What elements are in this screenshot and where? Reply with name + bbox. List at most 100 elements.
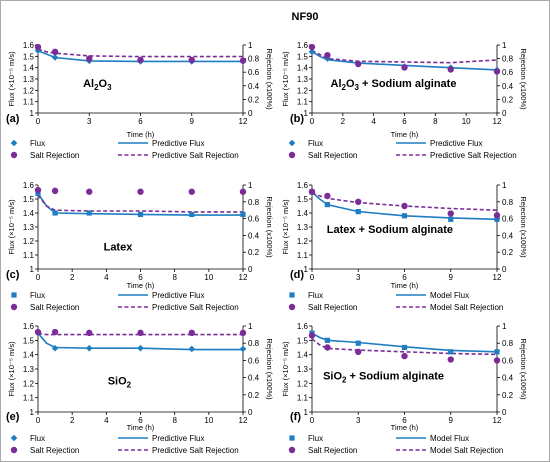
- legend-label: Salt Rejection: [30, 151, 79, 160]
- flux-point: [448, 216, 454, 222]
- x-tick-label: 9: [190, 117, 195, 126]
- rejection-point: [34, 43, 42, 51]
- legend-entry: Flux: [289, 434, 323, 443]
- legend-entry: Flux: [10, 434, 45, 443]
- x-tick-label: 12: [493, 273, 502, 282]
- y-left-tick-label: 1.2: [297, 379, 309, 388]
- rejection-point: [51, 48, 59, 55]
- y-right-tick-label: 0.6: [502, 215, 514, 224]
- annotation-part: Latex + Sodium alginate: [327, 224, 453, 236]
- x-tick-label: 0: [36, 117, 41, 126]
- x-tick-label: 6: [138, 117, 143, 126]
- annotation-part: 3: [107, 83, 112, 92]
- legend-label: Model Flux: [430, 434, 469, 443]
- y-right-tick-label: 1: [502, 181, 507, 190]
- y-left-tick-label: 1.4: [297, 209, 309, 218]
- y-left-tick-label: 1.4: [297, 351, 309, 360]
- y-right-axis-label: Rejection (x100%): [265, 196, 274, 258]
- x-axis-label: Time (h): [127, 281, 155, 290]
- x-tick-label: 0: [310, 273, 315, 282]
- y-right-tick-label: 0: [248, 265, 253, 274]
- panel-annotation: Latex: [104, 242, 134, 254]
- x-tick-label: 2: [70, 273, 75, 282]
- y-left-tick-label: 1.2: [297, 86, 309, 95]
- y-right-tick-label: 0.4: [502, 374, 514, 383]
- model-rejection-line: [37, 194, 243, 213]
- panel-annotation: Al2O3 + Sodium alginate: [331, 78, 457, 92]
- legend-entry: Predictive Flux: [118, 291, 204, 300]
- y-right-tick-label: 0.8: [248, 198, 260, 207]
- legend-label: Model Salt Rejection: [430, 303, 503, 312]
- rejection-point: [51, 187, 59, 195]
- flux-point: [308, 48, 316, 56]
- legend-entry: Model Flux: [396, 434, 469, 443]
- y-left-tick-label: 1.6: [23, 41, 35, 50]
- chart-panel-b: 0 2 4 6 8 10 1211.11.21.31.41.51.600.20.40.60.…: [281, 41, 528, 160]
- panel-label: (a): [6, 113, 20, 125]
- y-right-tick-label: 0: [502, 408, 507, 417]
- y-right-tick-label: 0.8: [248, 339, 260, 348]
- legend-entry: Predictive Flux: [118, 434, 204, 443]
- panel-label: (e): [6, 411, 20, 423]
- panel-annotation: SiO2 + Sodium alginate: [323, 370, 444, 384]
- y-right-axis-label: Rejection (x100%): [265, 48, 274, 110]
- legend-entry: Flux: [10, 139, 45, 148]
- y-right-tick-label: 1: [502, 322, 507, 331]
- legend-rejection-marker: [10, 303, 18, 311]
- y-right-tick-label: 0: [502, 265, 507, 274]
- x-tick-label: 8: [433, 117, 438, 126]
- y-right-tick-label: 0.8: [502, 339, 514, 348]
- legend-entry: Salt Rejection: [10, 151, 79, 160]
- y-left-tick-label: 1.1: [297, 251, 309, 260]
- legend-rejection-marker: [10, 151, 18, 159]
- model-flux-line: [37, 49, 243, 63]
- y-right-tick-label: 0.2: [502, 391, 514, 400]
- rejection-point: [51, 328, 59, 336]
- rejection-point: [324, 192, 331, 200]
- y-right-tick-label: 0.4: [502, 82, 514, 91]
- panel-annotation: Al2O3: [83, 78, 112, 92]
- annotation-part: 2: [342, 83, 347, 92]
- y-left-tick-label: 1.3: [297, 365, 309, 374]
- rejection-point: [308, 43, 316, 51]
- x-tick-label: 9: [449, 416, 454, 425]
- flux-point: [137, 344, 144, 352]
- rejection-point: [401, 64, 408, 71]
- legend-flux-marker: [10, 434, 18, 442]
- legend-label: Salt Rejection: [308, 303, 357, 312]
- x-tick-label: 2: [70, 416, 75, 425]
- chart-panel-a: 0 3 6 9 12 1 1.1 1.2 1.3 1.4 1.5 1.6 0 0.2 0.4 0.6 0.8 1 T…: [6, 41, 274, 160]
- x-tick-label: 0: [310, 117, 315, 126]
- x-tick-label: 8: [172, 273, 177, 282]
- legend-entry: Salt Rejection: [288, 303, 357, 312]
- y-right-axis-label: Rejection (x100%): [519, 48, 528, 110]
- legend-entry: Model Flux: [396, 291, 469, 300]
- x-tick-label: 4: [104, 273, 109, 282]
- rejection-point: [239, 188, 247, 195]
- y-left-tick-label: 1.1: [23, 394, 35, 403]
- x-tick-label: 10: [204, 273, 213, 282]
- flux-point: [35, 190, 41, 196]
- flux-point: [494, 349, 500, 355]
- legend-rejection-marker: [288, 303, 296, 311]
- y-left-axis-label: Flux (×10⁻⁵ m/s): [7, 341, 16, 397]
- rejection-point: [239, 329, 247, 337]
- legend-label: Salt Rejection: [30, 303, 79, 312]
- flux-point: [51, 344, 59, 352]
- y-left-tick-label: 1.5: [23, 52, 35, 61]
- legend-entry: Flux: [288, 139, 323, 148]
- y-left-axis-label: Flux (×10⁻⁵ m/s): [281, 199, 290, 255]
- y-right-tick-label: 0.6: [248, 215, 260, 224]
- y-right-tick-label: 0.4: [248, 374, 260, 383]
- rejection-point: [447, 356, 454, 363]
- y-left-tick-label: 1: [30, 408, 35, 417]
- rejection-point: [355, 348, 362, 355]
- legend-flux-marker: [288, 139, 296, 147]
- panel-label: (b): [290, 113, 304, 125]
- y-right-tick-label: 0.2: [248, 391, 260, 400]
- rejection-point: [137, 329, 144, 337]
- flux-point: [189, 211, 195, 217]
- annotation-part: 2: [127, 380, 132, 389]
- y-left-tick-label: 1.5: [23, 195, 35, 204]
- legend-entry: Model Salt Rejection: [396, 446, 503, 455]
